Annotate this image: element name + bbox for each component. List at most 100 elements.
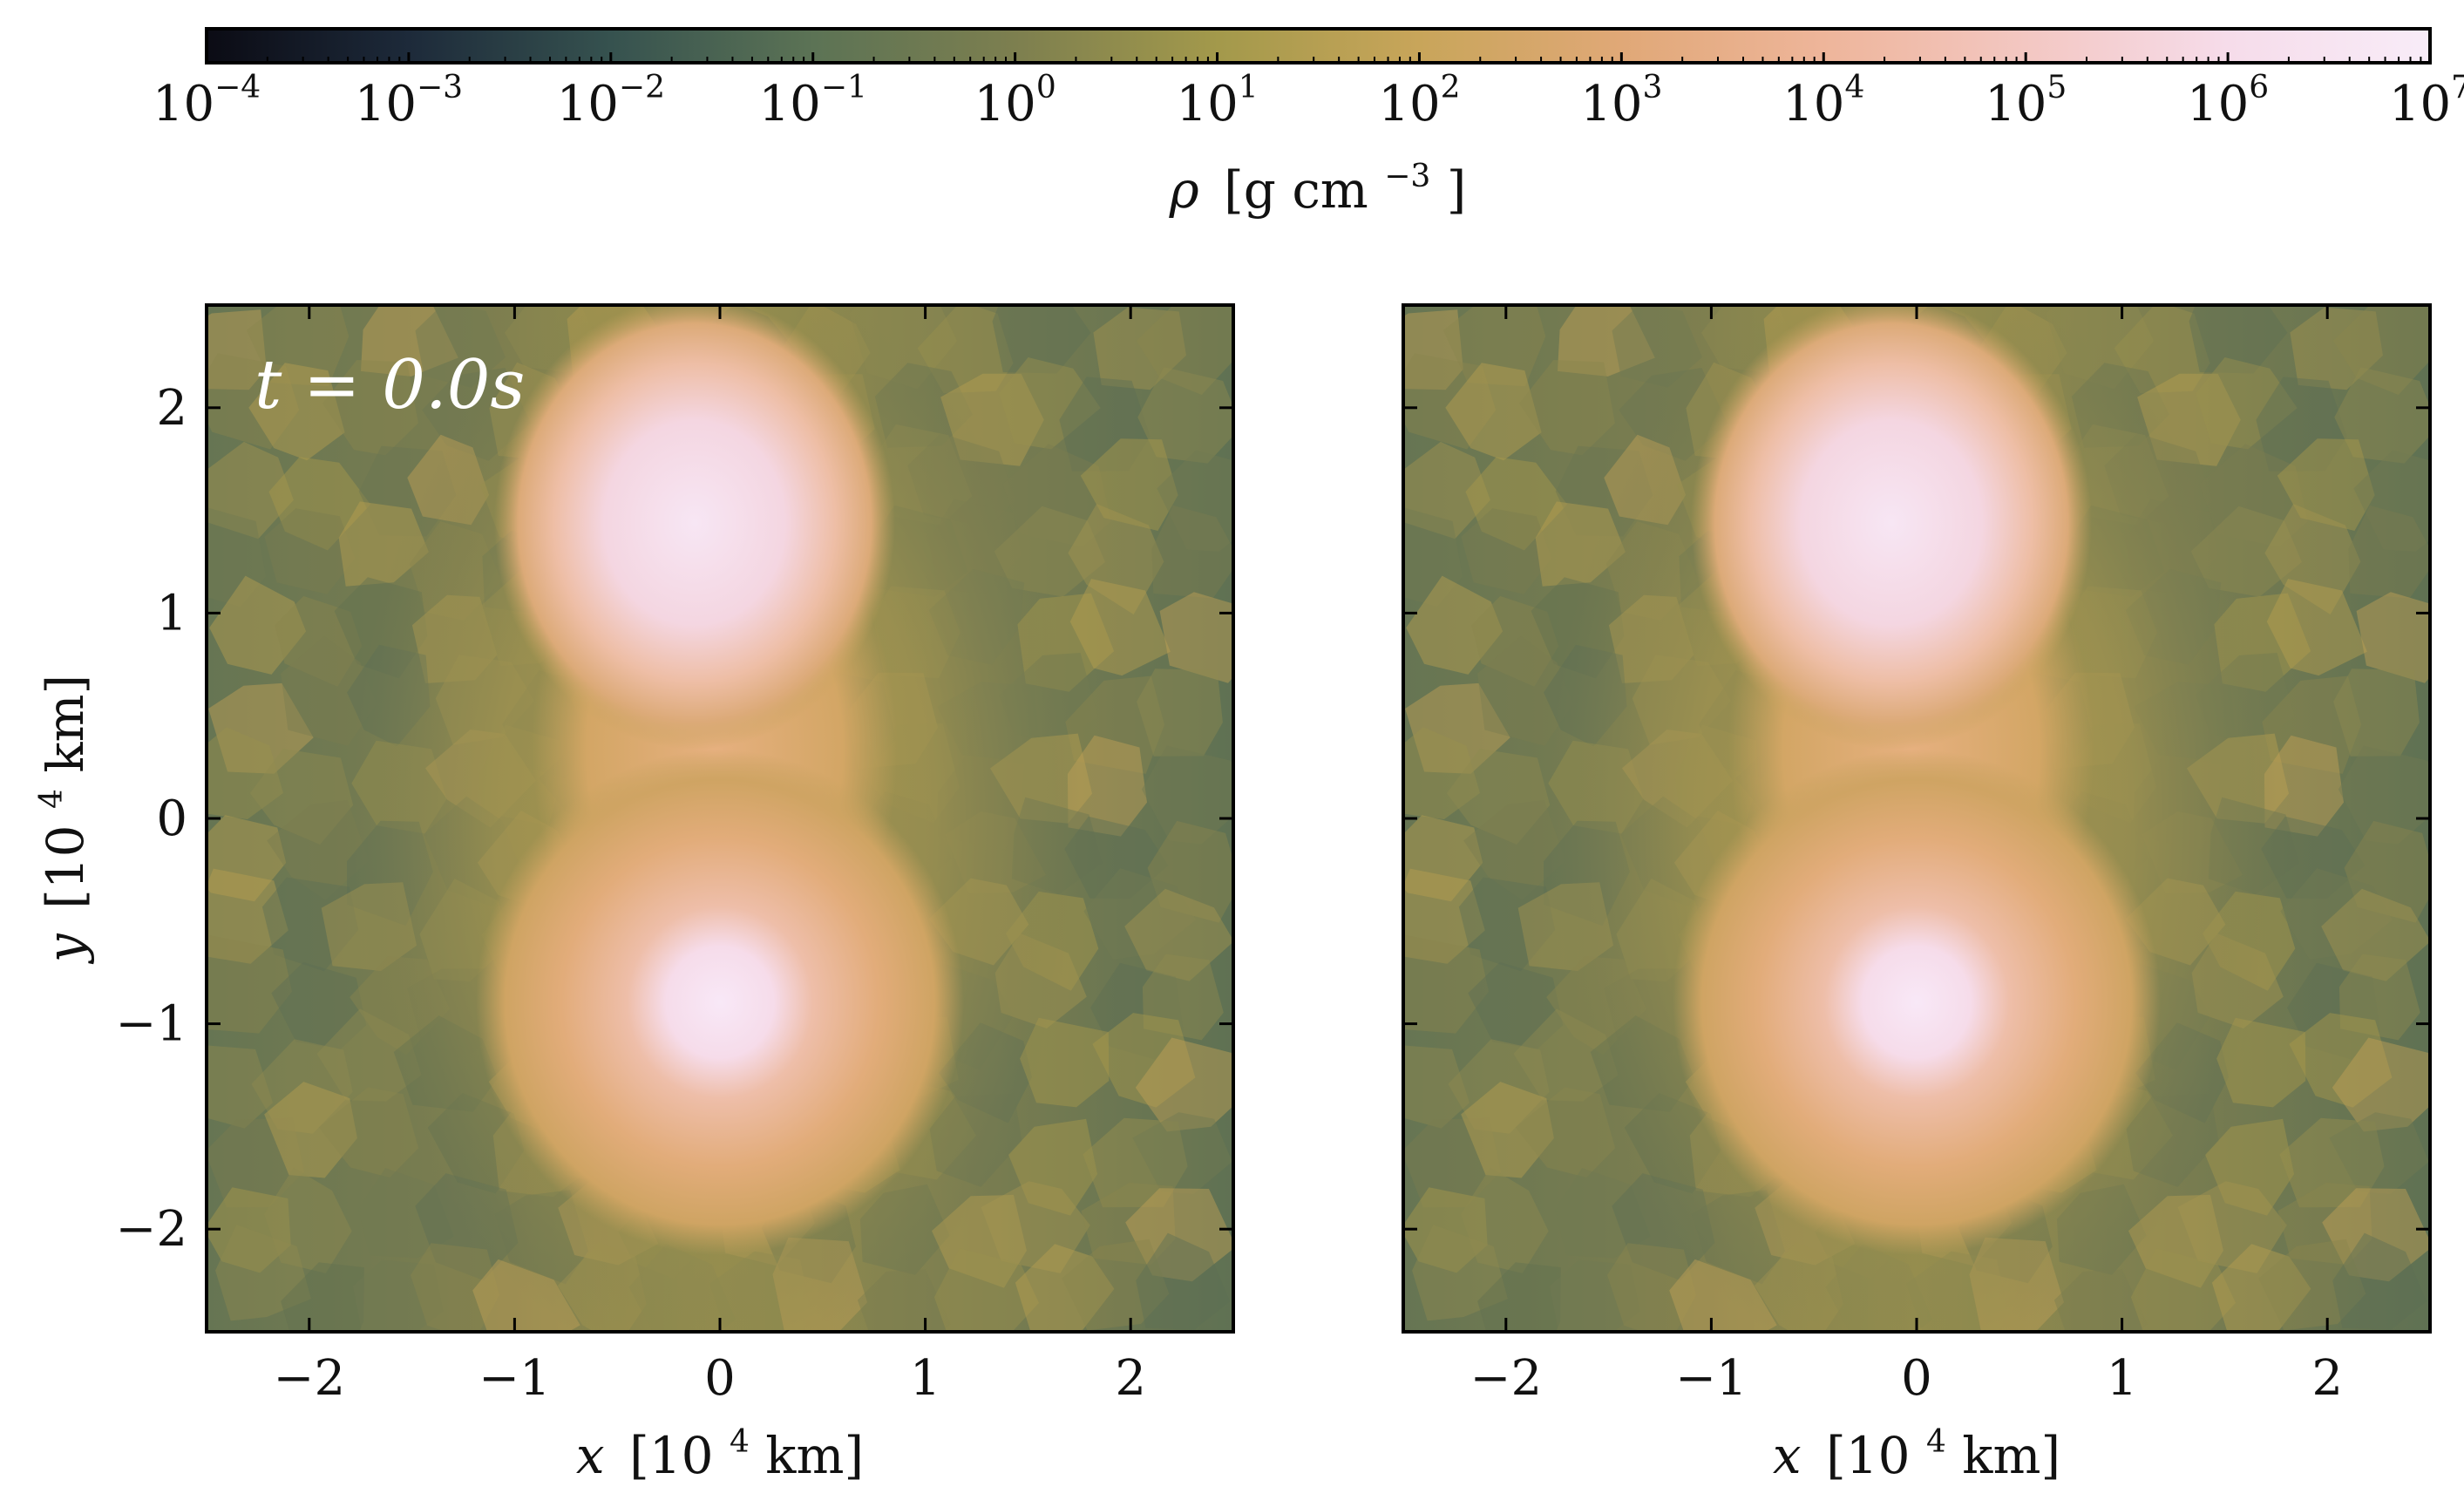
voronoi-cell [1448,1039,1550,1134]
voronoi-cell [1125,1188,1233,1282]
colorbar-tick-label: 104 [1782,70,1864,132]
voronoi-cell [1137,669,1223,757]
voronoi-cell [1468,961,1564,1049]
voronoi-cell [268,457,371,551]
voronoi-cell [1093,307,1186,390]
voronoi-cell [207,815,287,902]
voronoi-cell [2256,377,2347,472]
colorbar-label-exponent: −3 [1384,159,1430,194]
voronoi-cell [2189,305,2288,374]
voronoi-cell [2353,450,2430,552]
voronoi-cell [2344,820,2430,923]
colorbar-tick-label: 105 [1985,70,2067,132]
x-tick-label: 1 [2107,1350,2138,1407]
x-tick-label: −1 [1675,1350,1748,1407]
x-axis-label-left: x [10 4 km] [576,1405,864,1485]
voronoi-cell [2205,1118,2294,1216]
voronoi-cell [415,305,506,388]
voronoi-cell [1151,505,1233,599]
voronoi-cell [352,1259,444,1332]
voronoi-cell [1612,305,1702,388]
voronoi-cell [1515,1087,1616,1178]
voronoi-cell [1403,309,1463,390]
voronoi-cell [2338,954,2420,1041]
voronoi-cell [207,1187,291,1273]
voronoi-cell [1403,727,1480,819]
y-tick-label: 1 [156,585,187,641]
voronoi-cell [1059,377,1151,472]
voronoi-cell [1558,305,1655,377]
voronoi-cell [2199,444,2308,547]
voronoi-cell [2262,675,2361,774]
voronoi-cell [1083,1117,1188,1208]
colorbar-tick-label: 10−3 [355,70,463,132]
voronoi-cell [2277,1183,2372,1266]
colorbar-tick-label: 10−1 [759,70,867,132]
voronoi-cell [207,868,288,964]
voronoi-cell [249,749,354,845]
voronoi-cell [1137,367,1233,464]
voronoi-cell [207,934,293,1034]
voronoi-cell [208,682,314,774]
voronoi-cell [1403,1117,1502,1208]
voronoi-cell [2279,1117,2385,1208]
voronoi-cell [1403,1045,1470,1129]
axis-ticks-right [1403,305,2430,1332]
voronoi-cell [2334,367,2430,464]
voronoi-cell [1463,799,1566,900]
voronoi-cell [2287,962,2380,1060]
voronoi-cell [2258,1239,2366,1331]
voronoi-cell [1069,579,1171,676]
colorbar-tick-label: 107 [2389,70,2464,132]
voronoi-cell [281,1262,364,1332]
voronoi-cell [2264,735,2344,837]
colorbar-tick-label: 106 [2187,70,2269,132]
voronoi-cell [281,635,377,746]
voronoi-cell [207,1045,273,1129]
voronoi-cell [981,1181,1090,1273]
voronoi-cell [2289,1013,2393,1108]
panel-right: −2 −1 0 1 2 x [10 4 km] [1402,303,2432,1485]
voronoi-cell [1549,1259,1640,1332]
voronoi-cell [275,595,363,687]
voronoi-cell [1405,682,1510,774]
voronoi-cell [1461,1082,1554,1178]
voronoi-cell [1083,868,1197,960]
star-blob-top [494,305,895,750]
voronoi-cell [207,727,283,819]
y-tick-label: 0 [156,791,187,847]
voronoi-cell [2348,505,2430,599]
voronoi-cell [1461,1167,1549,1273]
time-label: t = 0.0s [255,346,525,424]
voronoi-cell [1412,1225,1508,1321]
voronoi-cell [2290,307,2383,390]
voronoi-cell [361,305,458,377]
voronoi-cell [1442,305,1546,387]
colorbar: 10−4 10−3 10−2 10−1 100 101 102 103 104 105 106 107… [153,27,2464,220]
voronoi-cell [2321,888,2430,981]
colorbar-label-units: [g cm [1224,160,1368,220]
voronoi-cell [2332,305,2430,395]
x-tick-labels-right: −2 −1 0 1 2 [1470,1350,2344,1407]
voronoi-cell [2280,868,2393,960]
voronoi-cell [1471,595,1559,687]
voronoi-cell [1141,745,1233,845]
panel-left: t = 0.0s −2 −1 0 1 2 2 1 0 −1 −2 x [10 4 km] y [… [34,303,1235,1485]
voronoi-cell [992,305,1091,374]
y-tick-label: −1 [115,996,187,1053]
voronoi-cell [1062,1239,1170,1331]
x-tick-labels-left: −2 −1 0 1 2 [274,1350,1147,1407]
colorbar-bar [205,27,2432,64]
voronoi-cell [1458,877,1556,972]
heatmap-right [1403,305,2430,1332]
voronoi-cell [1519,360,1615,456]
voronoi-cell [1403,441,1490,540]
star-blob-top [1691,305,2092,750]
colorbar-tick-label: 102 [1378,70,1460,132]
voronoi-cell [411,1243,500,1332]
colorbar-tick-label: 103 [1580,70,1662,132]
voronoi-cell [1081,1183,1176,1266]
voronoi-cell [207,507,266,607]
colorbar-tick-label: 10−4 [153,70,261,132]
